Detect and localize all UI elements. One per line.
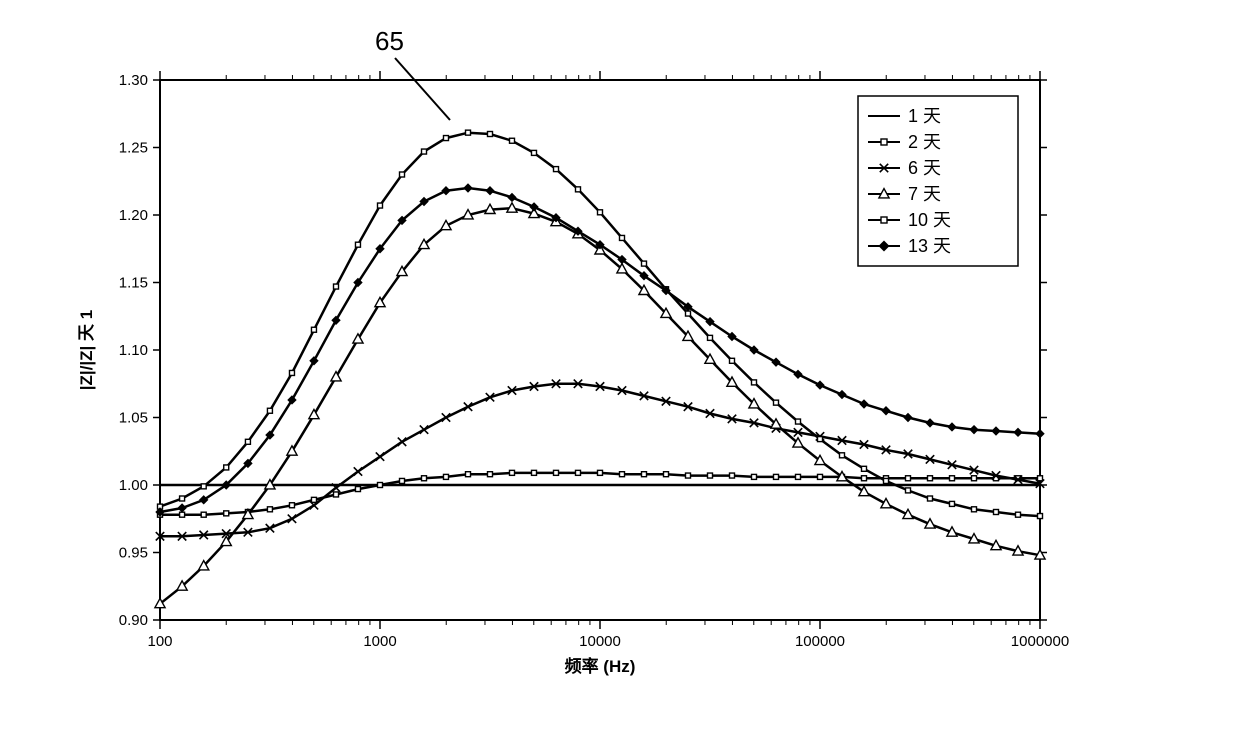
legend-item-label: 1 天 <box>908 106 941 126</box>
x-tick-label: 1000000 <box>1011 633 1069 650</box>
y-tick-label: 1.25 <box>119 140 148 157</box>
x-tick-label: 100 <box>147 633 172 650</box>
y-tick-label: 1.15 <box>119 275 148 292</box>
annotation-line <box>395 58 450 120</box>
legend-item-label: 13 天 <box>908 236 951 256</box>
impedance-chart: 0.90 0.95 1.00 1.05 1.10 1.15 1.20 1.25 1.30 100 1… <box>0 0 1239 754</box>
y-tick-label: 1.10 <box>119 342 148 359</box>
x-tick-label: 1000 <box>363 633 396 650</box>
series-2天 <box>158 470 1043 517</box>
legend-item-label: 10 天 <box>908 210 951 230</box>
y-tick-label: 1.00 <box>119 477 148 494</box>
x-axis-title: 频率 (Hz) <box>565 656 636 676</box>
y-tick-label: 1.05 <box>119 410 148 427</box>
y-tick-label: 0.90 <box>119 612 148 629</box>
y-tick-label: 1.20 <box>119 207 148 224</box>
chart-svg: 0.90 0.95 1.00 1.05 1.10 1.15 1.20 1.25 1.30 100 1… <box>0 0 1239 754</box>
legend-item-label: 2 天 <box>908 132 941 152</box>
x-tick-label: 100000 <box>795 633 845 650</box>
legend-item-label: 7 天 <box>908 184 941 204</box>
y-tick-label: 1.30 <box>119 72 148 89</box>
x-tick-label: 10000 <box>579 633 621 650</box>
legend-item-label: 6 天 <box>908 158 941 178</box>
y-axis-title: |Z|/|Z| 天 1 <box>77 310 96 390</box>
annotation-65: 65 <box>375 26 404 56</box>
y-tick-label: 0.95 <box>119 545 148 562</box>
